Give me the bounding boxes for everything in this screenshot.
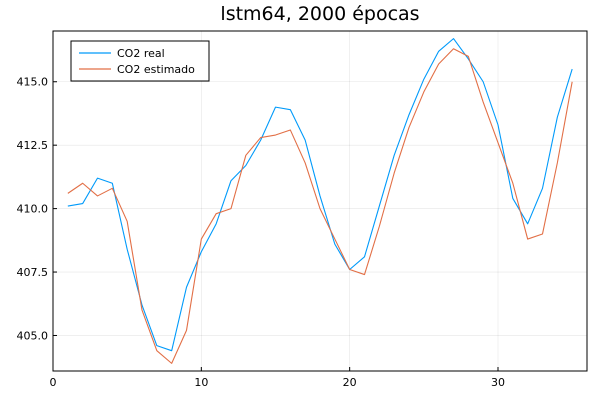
x-tick-label: 0 <box>50 376 57 389</box>
y-tick-label: 415.0 <box>17 76 49 89</box>
chart-title: lstm64, 2000 épocas <box>220 3 419 25</box>
legend-box <box>70 40 210 82</box>
x-tick-label: 10 <box>194 376 208 389</box>
x-tick-label: 20 <box>343 376 357 389</box>
series-line-0 <box>67 38 573 352</box>
legend-label-1: CO2 estimado <box>117 63 195 76</box>
axis-ticks: 0 10 20 30 405.0 407.5 410.0 412.5 415.0 <box>17 76 506 389</box>
y-tick-label: 405.0 <box>17 329 49 342</box>
y-tick-label: 407.5 <box>17 266 49 279</box>
y-tick-label: 410.0 <box>17 203 49 216</box>
legend-label-0: CO2 real <box>117 47 165 60</box>
y-tick-label: 412.5 <box>17 139 49 152</box>
series-line-1 <box>67 48 573 364</box>
legend: CO2 real CO2 estimado <box>70 40 210 82</box>
x-tick-label: 30 <box>491 376 505 389</box>
series <box>67 38 573 364</box>
plot-frame <box>52 30 588 372</box>
grid <box>52 31 587 371</box>
